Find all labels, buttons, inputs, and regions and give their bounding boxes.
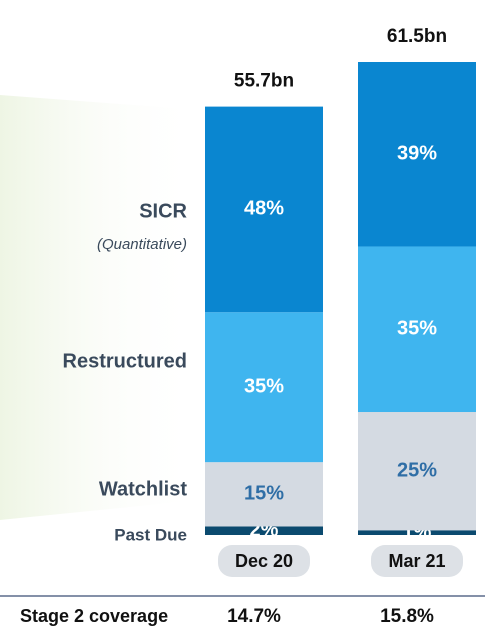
segment-label: 15% — [244, 483, 284, 505]
bar-segment — [358, 412, 476, 531]
x-tick-label: Mar 21 — [388, 551, 445, 571]
bar-segment — [205, 526, 323, 535]
background-panel — [0, 95, 200, 520]
segment-label: 35% — [244, 375, 284, 397]
legend-label: SICR — [139, 200, 187, 222]
total-label: 55.7bn — [234, 71, 294, 92]
segment-label: 39% — [397, 143, 437, 165]
category-pill — [371, 545, 463, 577]
bar-segment — [358, 530, 476, 535]
segment-label: 48% — [244, 198, 284, 220]
bar-segment — [205, 462, 323, 527]
segment-label: 35% — [397, 318, 437, 340]
bar-segment — [358, 246, 476, 413]
total-label: 61.5bn — [387, 26, 447, 47]
legend-label: Past Due — [114, 525, 187, 544]
bar-segment — [358, 62, 476, 247]
coverage-value: 15.8% — [380, 606, 434, 627]
legend-label: Restructured — [63, 350, 187, 372]
x-tick-label: Dec 20 — [235, 551, 293, 571]
bar-segment — [205, 312, 323, 463]
legend-label: Watchlist — [99, 478, 187, 500]
legend-qualifier: (Quantitative) — [97, 236, 187, 253]
coverage-value: 14.7% — [227, 606, 281, 627]
coverage-label: Stage 2 coverage — [20, 606, 168, 626]
segment-label: 25% — [397, 459, 437, 481]
category-pill — [218, 545, 310, 577]
bar-segment — [205, 106, 323, 313]
